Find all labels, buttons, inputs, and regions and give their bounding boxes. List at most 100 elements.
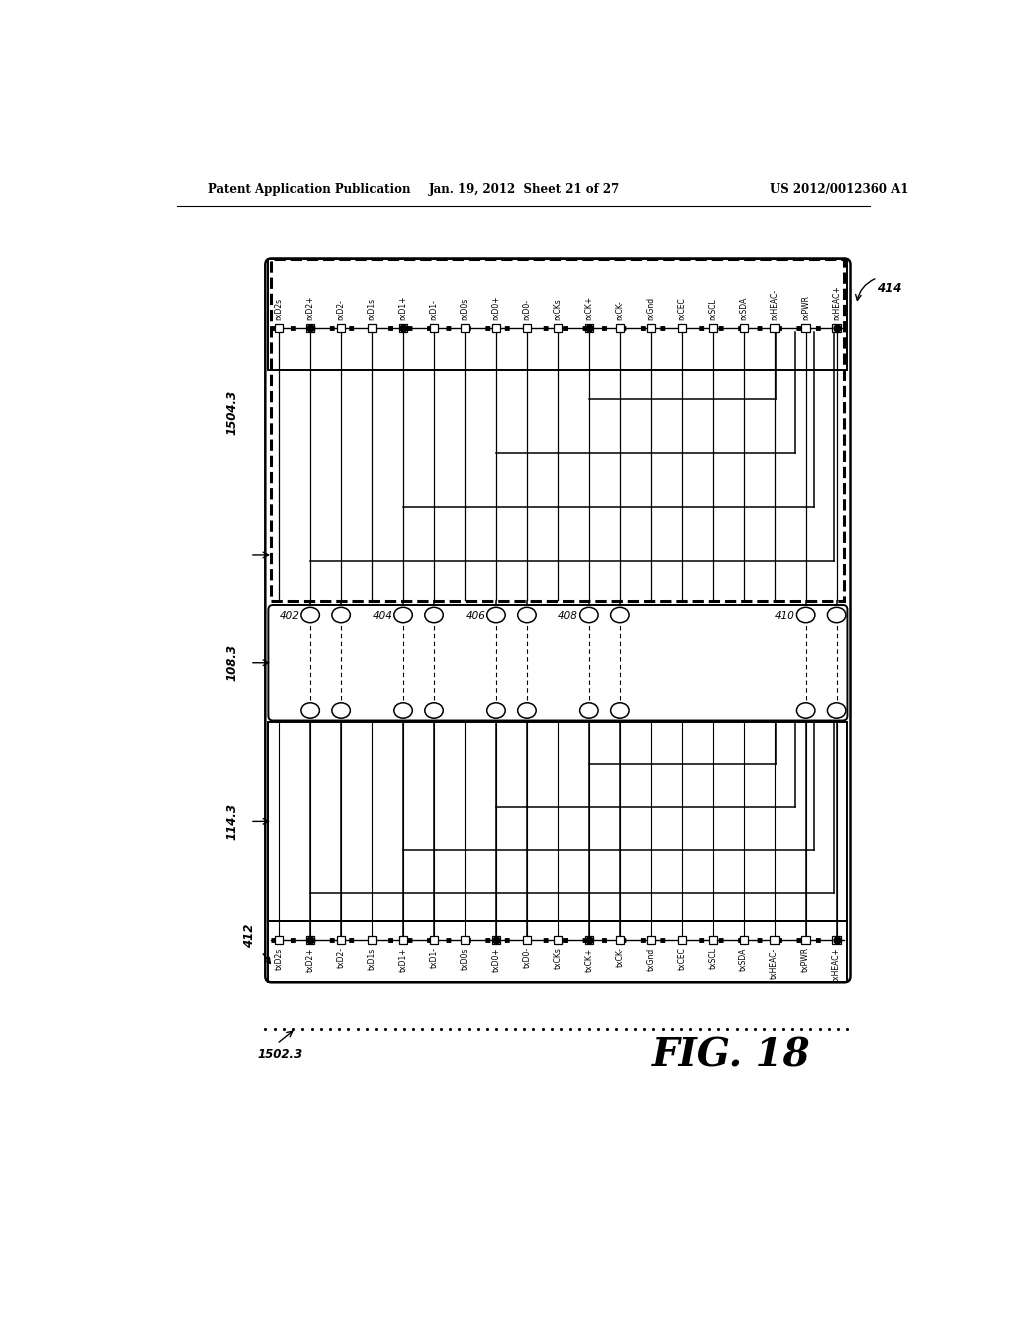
Text: rxD2+: rxD2+	[305, 296, 314, 321]
Text: rxD2-: rxD2-	[337, 300, 346, 321]
Text: rxHEAC-: rxHEAC-	[770, 289, 779, 321]
Text: rxD1+: rxD1+	[398, 296, 408, 321]
Bar	[802, 323, 810, 333]
Bar	[268, 921, 848, 982]
Text: rxPWR: rxPWR	[801, 296, 810, 321]
Ellipse shape	[394, 702, 413, 718]
Text: 410: 410	[775, 611, 795, 622]
Text: rxSCL: rxSCL	[709, 298, 717, 321]
Text: rxD0-: rxD0-	[522, 300, 531, 321]
Text: rxCK+: rxCK+	[585, 297, 593, 321]
Bar	[739, 936, 748, 944]
Bar	[398, 936, 408, 944]
Bar	[268, 259, 848, 370]
Text: b: b	[338, 706, 344, 717]
Text: US 2012/0012360 A1: US 2012/0012360 A1	[770, 182, 908, 195]
Text: txSDA: txSDA	[739, 948, 749, 970]
Ellipse shape	[425, 702, 443, 718]
Ellipse shape	[394, 607, 413, 623]
Bar	[337, 323, 345, 333]
Ellipse shape	[301, 607, 319, 623]
Text: txSCL: txSCL	[709, 948, 717, 969]
Text: 404: 404	[373, 611, 392, 622]
Text: 108.3: 108.3	[225, 644, 239, 681]
Text: rxCK-: rxCK-	[615, 301, 625, 321]
Text: a: a	[307, 706, 313, 717]
Text: b: b	[524, 706, 530, 717]
Text: 1502.3: 1502.3	[258, 1048, 303, 1061]
Ellipse shape	[610, 607, 629, 623]
Text: b: b	[431, 706, 437, 717]
Bar	[368, 936, 376, 944]
Text: a: a	[400, 706, 407, 717]
Text: txCK-: txCK-	[615, 948, 625, 968]
Text: txCKs: txCKs	[553, 948, 562, 969]
Text: rxSDA: rxSDA	[739, 297, 749, 321]
Bar	[615, 323, 624, 333]
Ellipse shape	[332, 607, 350, 623]
Bar	[678, 936, 686, 944]
Text: rxHEAC+: rxHEAC+	[833, 285, 841, 321]
Text: txD2-: txD2-	[337, 948, 346, 969]
Text: txHEAC-: txHEAC-	[770, 948, 779, 978]
Text: txCK+: txCK+	[585, 948, 593, 972]
Text: txD1+: txD1+	[398, 948, 408, 972]
Bar	[368, 323, 376, 333]
Bar	[274, 936, 284, 944]
Text: txHEAC+: txHEAC+	[833, 948, 841, 982]
Text: 402: 402	[280, 611, 299, 622]
Bar	[492, 936, 500, 944]
Ellipse shape	[797, 702, 815, 718]
Text: txCEC: txCEC	[677, 948, 686, 970]
Text: 406: 406	[465, 611, 485, 622]
Text: txD2+: txD2+	[305, 948, 314, 972]
Bar	[646, 323, 655, 333]
Bar	[833, 936, 841, 944]
Bar	[430, 936, 438, 944]
Text: txD0-: txD0-	[522, 948, 531, 969]
Text: rxCKs: rxCKs	[553, 298, 562, 321]
Text: b: b	[616, 706, 623, 717]
Ellipse shape	[518, 607, 537, 623]
Ellipse shape	[486, 607, 505, 623]
Bar	[770, 323, 779, 333]
Text: txD1-: txD1-	[429, 948, 438, 969]
Ellipse shape	[580, 607, 598, 623]
Text: a: a	[586, 706, 592, 717]
Text: 408: 408	[558, 611, 579, 622]
Bar	[337, 936, 345, 944]
Bar	[678, 323, 686, 333]
Text: rxD2s: rxD2s	[274, 298, 284, 321]
Text: txD0+: txD0+	[492, 948, 501, 972]
Bar	[554, 936, 562, 944]
Text: 1504.3: 1504.3	[225, 391, 239, 436]
Bar	[461, 323, 469, 333]
Ellipse shape	[332, 702, 350, 718]
Text: Patent Application Publication: Patent Application Publication	[208, 182, 410, 195]
Ellipse shape	[301, 702, 319, 718]
Ellipse shape	[486, 702, 505, 718]
Text: txPWR: txPWR	[801, 948, 810, 973]
Bar	[709, 323, 717, 333]
Text: txGnd: txGnd	[646, 948, 655, 970]
Ellipse shape	[425, 607, 443, 623]
Bar	[492, 323, 500, 333]
Bar	[306, 936, 314, 944]
Bar	[833, 323, 841, 333]
Text: rxGnd: rxGnd	[646, 297, 655, 321]
Bar	[306, 323, 314, 333]
Bar	[554, 323, 562, 333]
Text: txD2s: txD2s	[274, 948, 284, 969]
Ellipse shape	[518, 702, 537, 718]
Text: 114.3: 114.3	[225, 803, 239, 840]
Bar	[615, 936, 624, 944]
Text: rxD1s: rxD1s	[368, 298, 377, 321]
Bar	[461, 936, 469, 944]
Bar	[398, 323, 408, 333]
Ellipse shape	[827, 607, 846, 623]
Text: txD0s: txD0s	[461, 948, 469, 970]
Ellipse shape	[797, 607, 815, 623]
Bar	[522, 936, 531, 944]
Bar	[522, 323, 531, 333]
Text: 414: 414	[878, 281, 902, 294]
